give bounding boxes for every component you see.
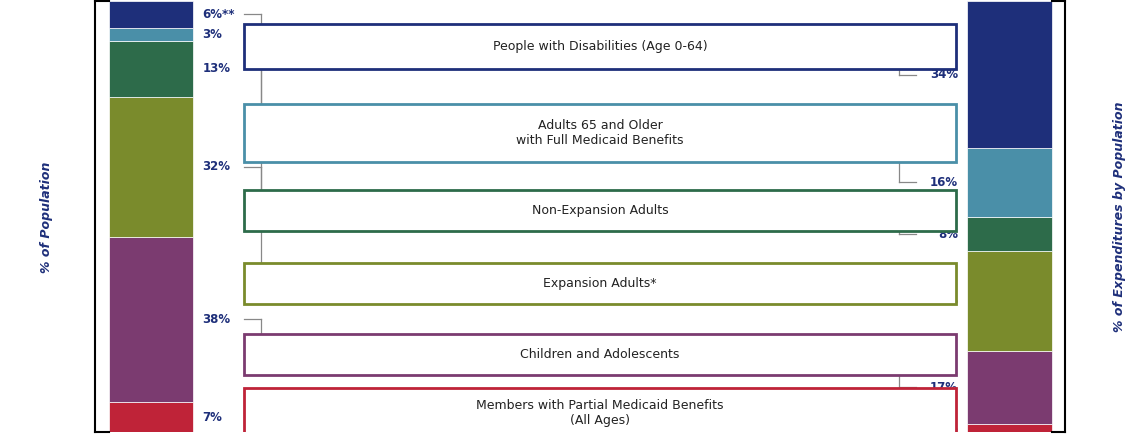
Bar <box>109 1 194 28</box>
Text: 3%: 3% <box>203 28 222 41</box>
Text: 6%**: 6%** <box>203 8 235 21</box>
Text: Adults 65 and Older
with Full Medicaid Benefits: Adults 65 and Older with Full Medicaid B… <box>516 119 684 147</box>
Text: 23%: 23% <box>929 295 958 308</box>
Text: 8%: 8% <box>937 228 958 241</box>
Text: 7%: 7% <box>203 411 222 424</box>
Text: % of Expenditures by Population: % of Expenditures by Population <box>1113 102 1126 332</box>
Text: Members with Partial Medicaid Benefits
(All Ages): Members with Partial Medicaid Benefits (… <box>477 399 723 427</box>
FancyBboxPatch shape <box>245 334 955 375</box>
Text: 17%: 17% <box>929 381 958 394</box>
Bar <box>967 350 1052 424</box>
Bar <box>967 217 1052 251</box>
Text: 34%: 34% <box>929 68 958 81</box>
Bar <box>967 424 1052 433</box>
FancyBboxPatch shape <box>245 24 955 69</box>
Text: Expansion Adults*: Expansion Adults* <box>543 277 657 290</box>
Bar <box>967 251 1052 350</box>
Text: % of Population: % of Population <box>40 161 53 273</box>
Text: Children and Adolescents: Children and Adolescents <box>521 348 679 361</box>
FancyBboxPatch shape <box>245 190 955 231</box>
Text: 16%: 16% <box>929 176 958 189</box>
Bar <box>109 236 194 402</box>
FancyBboxPatch shape <box>245 263 955 304</box>
Bar <box>967 148 1052 217</box>
FancyBboxPatch shape <box>245 104 955 162</box>
Bar <box>109 97 194 236</box>
Text: 38%: 38% <box>203 313 231 326</box>
Bar <box>109 28 194 41</box>
Bar <box>967 1 1052 148</box>
FancyBboxPatch shape <box>245 388 955 437</box>
Bar <box>109 402 194 433</box>
Text: People with Disabilities (Age 0-64): People with Disabilities (Age 0-64) <box>492 40 708 53</box>
Text: Non-Expansion Adults: Non-Expansion Adults <box>532 204 668 217</box>
Text: 32%: 32% <box>203 160 231 173</box>
Text: 2%: 2% <box>938 422 958 435</box>
Text: 13%: 13% <box>203 62 231 75</box>
Bar <box>109 41 194 97</box>
